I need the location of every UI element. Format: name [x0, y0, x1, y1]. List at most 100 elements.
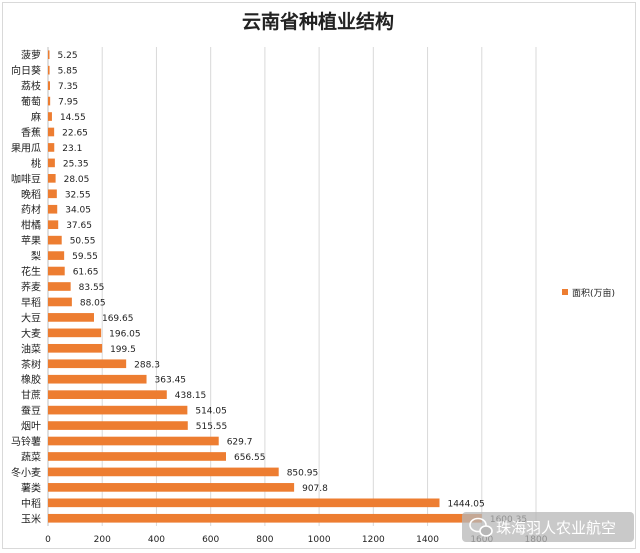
value-label: 514.05 [195, 407, 227, 417]
bar [48, 483, 295, 492]
value-label: 1444.05 [447, 499, 484, 509]
bar [48, 158, 55, 168]
category-label: 菠萝 [21, 50, 41, 62]
value-label: 61.65 [73, 268, 99, 278]
x-tick-label: 0 [45, 535, 51, 545]
value-label: 5.85 [58, 67, 78, 77]
x-tick-label: 400 [148, 535, 165, 545]
value-label: 196.05 [109, 329, 141, 339]
legend: 面积(万亩) [562, 287, 615, 299]
watermark-background [462, 512, 634, 542]
bar [48, 436, 219, 446]
chart-frame [2, 2, 636, 549]
bar [48, 452, 226, 461]
watermark-text: 珠海羽人农业航空 [496, 519, 616, 537]
category-label: 荞麦 [21, 282, 41, 294]
chart-title: 云南省种植业结构 [242, 10, 394, 33]
bars [48, 50, 482, 523]
bar [48, 174, 56, 183]
bar [48, 143, 55, 152]
bar [48, 297, 72, 307]
value-label: 88.05 [80, 298, 106, 308]
value-label: 515.55 [196, 422, 228, 432]
value-label: 438.15 [175, 391, 207, 401]
category-label: 果用瓜 [11, 142, 41, 154]
legend-label: 面积(万亩) [572, 287, 615, 299]
bar [48, 421, 188, 430]
grid-lines [47, 47, 537, 526]
bar [48, 235, 62, 245]
value-label: 32.55 [65, 190, 91, 200]
category-label: 荔枝 [21, 80, 41, 93]
category-label: 桃 [31, 157, 41, 170]
bar [48, 313, 94, 322]
category-label: 葡萄 [21, 95, 41, 108]
category-label: 冬小麦 [11, 466, 41, 479]
value-label: 907.8 [302, 484, 328, 494]
bar [48, 513, 482, 523]
category-label: 甘蔗 [21, 389, 41, 402]
bar [48, 282, 71, 291]
value-label: 850.95 [287, 468, 319, 478]
category-label: 玉米 [21, 512, 41, 525]
category-label: 花生 [21, 265, 41, 278]
bar [48, 251, 65, 260]
value-label: 14.55 [60, 113, 86, 123]
x-tick-label: 200 [94, 535, 111, 545]
category-label: 马铃薯 [11, 435, 41, 448]
bar [48, 328, 102, 338]
value-label: 629.7 [227, 438, 253, 448]
x-tick-label: 600 [202, 535, 219, 545]
category-labels: 菠萝向日葵荔枝葡萄麻香蕉果用瓜桃咖啡豆晚稻药材柑橘苹果梨花生荞麦早稻大豆大麦油菜… [11, 50, 41, 526]
bar [48, 96, 51, 106]
category-label: 大麦 [21, 327, 41, 340]
category-label: 茶树 [21, 358, 41, 371]
category-label: 咖啡豆 [11, 173, 41, 185]
category-label: 药材 [21, 203, 41, 216]
value-label: 59.55 [72, 252, 98, 262]
category-label: 油菜 [21, 342, 41, 355]
category-label: 晚稻 [21, 189, 41, 201]
category-label: 薯类 [21, 481, 41, 494]
category-label: 麻 [31, 111, 41, 124]
value-label: 34.05 [65, 206, 91, 216]
value-label: 5.25 [58, 51, 78, 61]
category-label: 蔬菜 [21, 451, 41, 463]
category-label: 早稻 [21, 297, 41, 309]
category-label: 蚕豆 [21, 405, 41, 417]
category-label: 香蕉 [21, 127, 41, 139]
value-label: 22.65 [62, 128, 88, 138]
wechat-icon [469, 517, 493, 537]
bar [48, 359, 127, 369]
value-labels: 5.25 5.85 7.35 7.95 14.55 22.65 23.1 25.35 28.05… [58, 51, 528, 525]
category-label: 苹果 [21, 234, 41, 247]
value-label: 7.35 [58, 82, 78, 92]
bar [48, 204, 58, 214]
value-label: 37.65 [66, 221, 92, 231]
x-tick-label: 1000 [308, 535, 331, 545]
bar [48, 81, 50, 90]
watermark: 珠海羽人农业航空 [462, 512, 634, 542]
bar [48, 498, 440, 508]
value-label: 7.95 [58, 98, 78, 108]
bar [48, 112, 52, 121]
bar [48, 343, 103, 353]
category-label: 大豆 [21, 311, 41, 324]
category-label: 烟叶 [21, 420, 41, 433]
value-label: 25.35 [63, 159, 89, 169]
x-tick-label: 1400 [416, 535, 439, 545]
value-label: 83.55 [79, 283, 105, 293]
bar [48, 390, 167, 399]
category-label: 橡胶 [21, 373, 41, 386]
bar [48, 374, 147, 384]
value-label: 656.55 [234, 453, 265, 463]
value-label: 23.1 [62, 144, 82, 154]
bar [48, 220, 59, 230]
bar [48, 189, 57, 199]
bar [48, 467, 279, 477]
value-label: 28.05 [64, 175, 90, 185]
x-tick-label: 1200 [362, 535, 385, 545]
bar [48, 127, 55, 137]
category-label: 梨 [31, 250, 41, 263]
bar [48, 65, 50, 75]
